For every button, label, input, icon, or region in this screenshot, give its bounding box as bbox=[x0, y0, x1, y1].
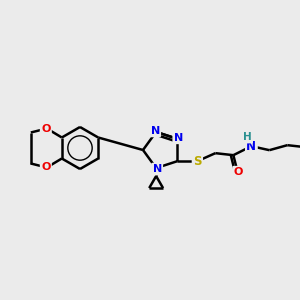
Text: N: N bbox=[246, 140, 256, 153]
Text: O: O bbox=[234, 167, 243, 177]
Text: N: N bbox=[151, 126, 160, 136]
Text: H: H bbox=[243, 132, 252, 142]
Text: N: N bbox=[174, 133, 183, 143]
Text: O: O bbox=[41, 163, 50, 172]
Text: S: S bbox=[193, 155, 202, 168]
Text: N: N bbox=[152, 164, 162, 174]
Text: O: O bbox=[41, 124, 50, 134]
